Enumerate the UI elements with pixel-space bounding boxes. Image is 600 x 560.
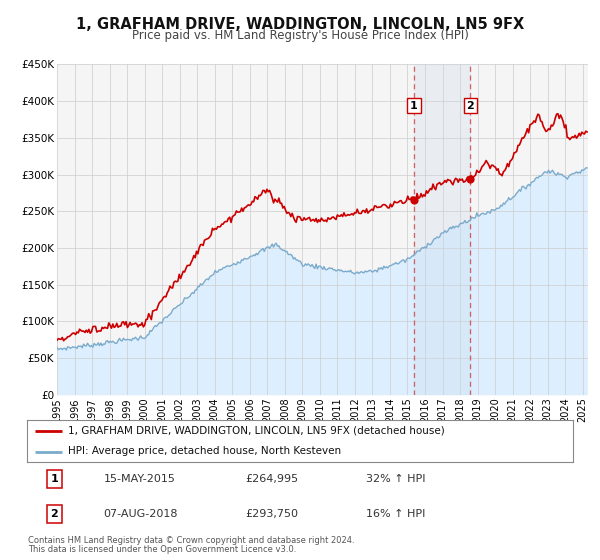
Bar bbox=[414, 64, 470, 395]
Text: 1, GRAFHAM DRIVE, WADDINGTON, LINCOLN, LN5 9FX: 1, GRAFHAM DRIVE, WADDINGTON, LINCOLN, L… bbox=[76, 17, 524, 32]
Point bbox=[466, 175, 475, 184]
Text: HPI: Average price, detached house, North Kesteven: HPI: Average price, detached house, Nort… bbox=[68, 446, 341, 456]
Text: 16% ↑ HPI: 16% ↑ HPI bbox=[365, 509, 425, 519]
Text: 1: 1 bbox=[50, 474, 58, 484]
Text: 32% ↑ HPI: 32% ↑ HPI bbox=[365, 474, 425, 484]
Text: 07-AUG-2018: 07-AUG-2018 bbox=[103, 509, 178, 519]
Text: 1: 1 bbox=[410, 101, 418, 111]
Text: This data is licensed under the Open Government Licence v3.0.: This data is licensed under the Open Gov… bbox=[28, 545, 296, 554]
Text: £264,995: £264,995 bbox=[245, 474, 299, 484]
Point bbox=[409, 196, 419, 205]
Text: Contains HM Land Registry data © Crown copyright and database right 2024.: Contains HM Land Registry data © Crown c… bbox=[28, 536, 355, 545]
Text: 15-MAY-2015: 15-MAY-2015 bbox=[103, 474, 175, 484]
Text: £293,750: £293,750 bbox=[245, 509, 298, 519]
Text: Price paid vs. HM Land Registry's House Price Index (HPI): Price paid vs. HM Land Registry's House … bbox=[131, 29, 469, 42]
Text: 2: 2 bbox=[50, 509, 58, 519]
Text: 1, GRAFHAM DRIVE, WADDINGTON, LINCOLN, LN5 9FX (detached house): 1, GRAFHAM DRIVE, WADDINGTON, LINCOLN, L… bbox=[68, 426, 445, 436]
Text: 2: 2 bbox=[467, 101, 474, 111]
